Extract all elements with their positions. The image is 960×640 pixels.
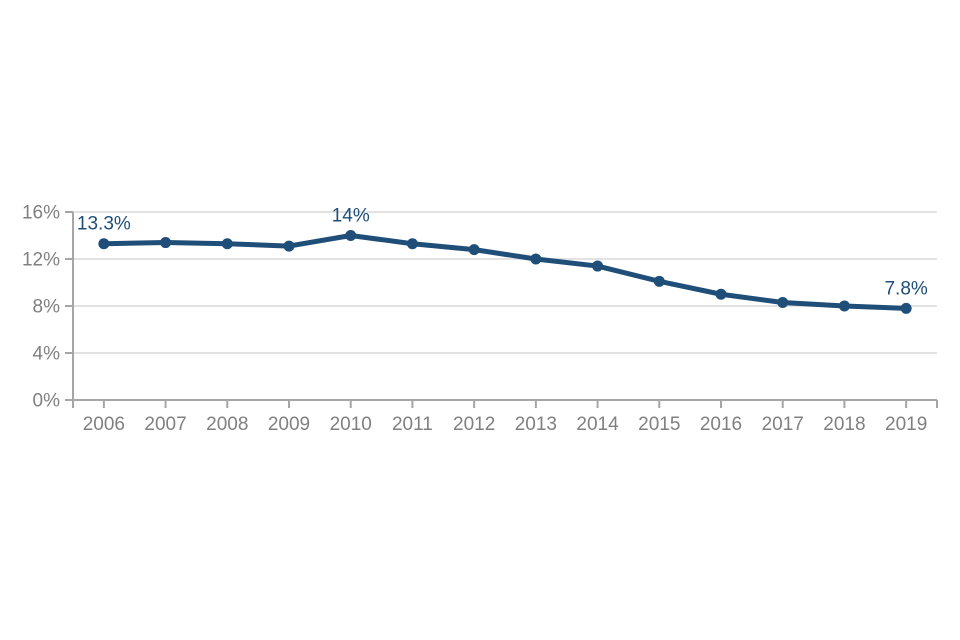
x-tick-label: 2006 — [83, 414, 125, 435]
data-label-2006: 13.3% — [77, 214, 131, 235]
x-tick-label: 2007 — [144, 414, 186, 435]
x-tick-label: 2016 — [700, 414, 742, 435]
data-point-2019 — [900, 302, 912, 314]
series-line — [101, 233, 909, 311]
x-tick-label: 2008 — [206, 414, 248, 435]
x-tick-label: 2011 — [392, 414, 433, 435]
x-tick-label: 2017 — [762, 414, 804, 435]
x-tick-label: 2018 — [823, 414, 865, 435]
x-tick-label: 2019 — [885, 414, 927, 435]
x-tick-label: 2012 — [453, 414, 495, 435]
data-point-2016 — [715, 288, 727, 300]
data-label-2010: 14% — [332, 206, 370, 227]
x-tick-label: 2009 — [268, 414, 310, 435]
data-point-2012 — [468, 244, 480, 256]
data-point-2013 — [530, 253, 542, 265]
x-tick-label: 2015 — [638, 414, 680, 435]
data-point-2018 — [838, 300, 850, 312]
data-point-2015 — [653, 275, 665, 287]
data-label-2019: 7.8% — [884, 278, 927, 299]
x-tick-label: 2014 — [576, 414, 619, 435]
data-point-2006 — [98, 238, 110, 250]
data-point-2009 — [283, 240, 295, 252]
data-point-2017 — [777, 296, 789, 308]
y-tick-label: 4% — [33, 344, 61, 365]
y-tick-label: 16% — [22, 203, 60, 224]
data-point-2014 — [592, 260, 604, 272]
y-tick-label: 8% — [33, 297, 61, 318]
data-point-2008 — [221, 238, 233, 250]
data-point-2010 — [345, 230, 357, 241]
y-tick-label: 0% — [33, 391, 61, 412]
data-point-2011 — [406, 238, 418, 250]
y-tick-label: 12% — [22, 250, 60, 271]
x-tick-label: 2010 — [330, 414, 372, 435]
data-point-2007 — [160, 237, 172, 249]
x-tick-label: 2013 — [515, 414, 557, 435]
